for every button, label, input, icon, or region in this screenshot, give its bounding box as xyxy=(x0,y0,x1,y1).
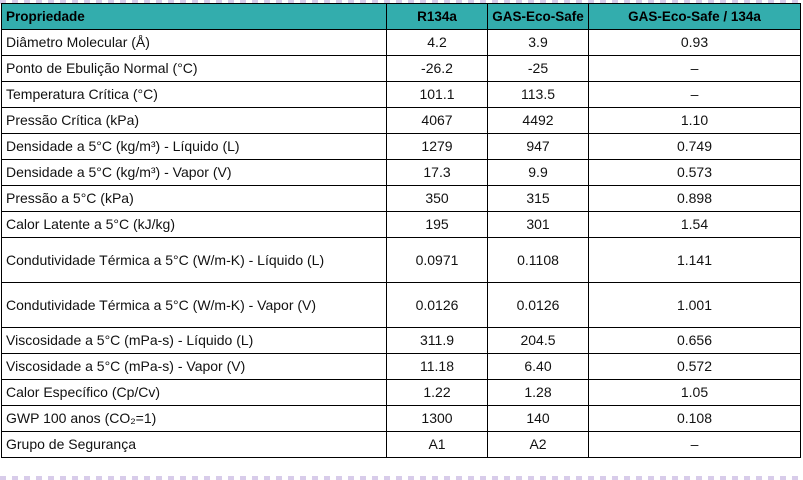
eco-safe-cell: 3.9 xyxy=(487,29,589,56)
ratio-cell: 0.749 xyxy=(588,133,801,160)
r134a-cell: 17.3 xyxy=(386,159,488,186)
ratio-cell: – xyxy=(588,431,801,458)
property-cell: GWP 100 anos (CO₂=1) xyxy=(1,405,387,432)
property-cell: Temperatura Crítica (°C) xyxy=(1,81,387,108)
property-cell: Grupo de Segurança xyxy=(1,431,387,458)
ratio-cell: 1.54 xyxy=(588,211,801,238)
table-row: Condutividade Térmica a 5°C (W/m-K) - Va… xyxy=(1,282,801,328)
properties-table: Propriedade R134a GAS-Eco-Safe GAS-Eco-S… xyxy=(1,3,801,458)
ratio-cell: 1.10 xyxy=(588,107,801,134)
table-row: Viscosidade a 5°C (mPa-s) - Vapor (V) 11… xyxy=(1,353,801,380)
property-cell: Calor Latente a 5°C (kJ/kg) xyxy=(1,211,387,238)
r134a-cell: 0.0126 xyxy=(386,282,488,328)
table-row: Condutividade Térmica a 5°C (W/m-K) - Lí… xyxy=(1,237,801,283)
header-property: Propriedade xyxy=(1,3,387,30)
eco-safe-cell: -25 xyxy=(487,55,589,82)
ratio-cell: 1.001 xyxy=(588,282,801,328)
ratio-cell: 1.141 xyxy=(588,237,801,283)
eco-safe-cell: 140 xyxy=(487,405,589,432)
eco-safe-cell: 1.28 xyxy=(487,379,589,406)
r134a-cell: A1 xyxy=(386,431,488,458)
table-row: Temperatura Crítica (°C) 101.1 113.5 – xyxy=(1,81,801,108)
eco-safe-cell: 0.1108 xyxy=(487,237,589,283)
eco-safe-cell: 4492 xyxy=(487,107,589,134)
property-cell: Densidade a 5°C (kg/m³) - Vapor (V) xyxy=(1,159,387,186)
table-row: Grupo de Segurança A1 A2 – xyxy=(1,431,801,458)
table-row: Diâmetro Molecular (Å) 4.2 3.9 0.93 xyxy=(1,29,801,56)
eco-safe-cell: 204.5 xyxy=(487,327,589,354)
table-row: Pressão a 5°C (kPa) 350 315 0.898 xyxy=(1,185,801,212)
property-cell: Ponto de Ebulição Normal (°C) xyxy=(1,55,387,82)
eco-safe-cell: 0.0126 xyxy=(487,282,589,328)
table-row: GWP 100 anos (CO₂=1) 1300 140 0.108 xyxy=(1,405,801,432)
property-cell: Viscosidade a 5°C (mPa-s) - Líquido (L) xyxy=(1,327,387,354)
r134a-cell: 311.9 xyxy=(386,327,488,354)
table-header-row: Propriedade R134a GAS-Eco-Safe GAS-Eco-S… xyxy=(1,3,801,30)
ratio-cell: 1.05 xyxy=(588,379,801,406)
property-cell: Diâmetro Molecular (Å) xyxy=(1,29,387,56)
table-row: Ponto de Ebulição Normal (°C) -26.2 -25 … xyxy=(1,55,801,82)
r134a-cell: 195 xyxy=(386,211,488,238)
r134a-cell: 1279 xyxy=(386,133,488,160)
eco-safe-cell: A2 xyxy=(487,431,589,458)
r134a-cell: 1300 xyxy=(386,405,488,432)
table-row: Calor Específico (Cp/Cv) 1.22 1.28 1.05 xyxy=(1,379,801,406)
table-row: Densidade a 5°C (kg/m³) - Líquido (L) 12… xyxy=(1,133,801,160)
eco-safe-cell: 301 xyxy=(487,211,589,238)
ratio-cell: 0.572 xyxy=(588,353,801,380)
eco-safe-cell: 6.40 xyxy=(487,353,589,380)
property-cell: Pressão a 5°C (kPa) xyxy=(1,185,387,212)
ratio-cell: 0.108 xyxy=(588,405,801,432)
header-ratio: GAS-Eco-Safe / 134a xyxy=(588,3,801,30)
ratio-cell: 0.573 xyxy=(588,159,801,186)
property-cell: Densidade a 5°C (kg/m³) - Líquido (L) xyxy=(1,133,387,160)
eco-safe-cell: 315 xyxy=(487,185,589,212)
ratio-cell: 0.898 xyxy=(588,185,801,212)
property-cell: Condutividade Térmica a 5°C (W/m-K) - Lí… xyxy=(1,237,387,283)
r134a-cell: 4.2 xyxy=(386,29,488,56)
property-cell: Calor Específico (Cp/Cv) xyxy=(1,379,387,406)
eco-safe-cell: 9.9 xyxy=(487,159,589,186)
r134a-cell: 0.0971 xyxy=(386,237,488,283)
ratio-cell: 0.93 xyxy=(588,29,801,56)
r134a-cell: 11.18 xyxy=(386,353,488,380)
property-cell: Condutividade Térmica a 5°C (W/m-K) - Va… xyxy=(1,282,387,328)
table-row: Calor Latente a 5°C (kJ/kg) 195 301 1.54 xyxy=(1,211,801,238)
property-cell: Pressão Crítica (kPa) xyxy=(1,107,387,134)
ratio-cell: – xyxy=(588,55,801,82)
property-cell: Viscosidade a 5°C (mPa-s) - Vapor (V) xyxy=(1,353,387,380)
r134a-cell: 1.22 xyxy=(386,379,488,406)
ratio-cell: – xyxy=(588,81,801,108)
r134a-cell: -26.2 xyxy=(386,55,488,82)
table-row: Viscosidade a 5°C (mPa-s) - Líquido (L) … xyxy=(1,327,801,354)
r134a-cell: 350 xyxy=(386,185,488,212)
header-r134a: R134a xyxy=(386,3,488,30)
table-row: Pressão Crítica (kPa) 4067 4492 1.10 xyxy=(1,107,801,134)
decorative-top-strip xyxy=(0,0,803,4)
table-row: Densidade a 5°C (kg/m³) - Vapor (V) 17.3… xyxy=(1,159,801,186)
r134a-cell: 4067 xyxy=(386,107,488,134)
eco-safe-cell: 113.5 xyxy=(487,81,589,108)
decorative-bottom-strip xyxy=(0,476,803,480)
header-gas-eco-safe: GAS-Eco-Safe xyxy=(487,3,589,30)
eco-safe-cell: 947 xyxy=(487,133,589,160)
ratio-cell: 0.656 xyxy=(588,327,801,354)
r134a-cell: 101.1 xyxy=(386,81,488,108)
